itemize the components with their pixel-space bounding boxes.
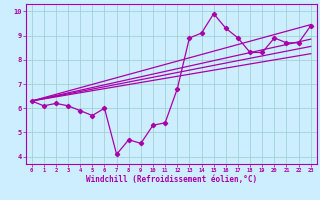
X-axis label: Windchill (Refroidissement éolien,°C): Windchill (Refroidissement éolien,°C) — [86, 175, 257, 184]
